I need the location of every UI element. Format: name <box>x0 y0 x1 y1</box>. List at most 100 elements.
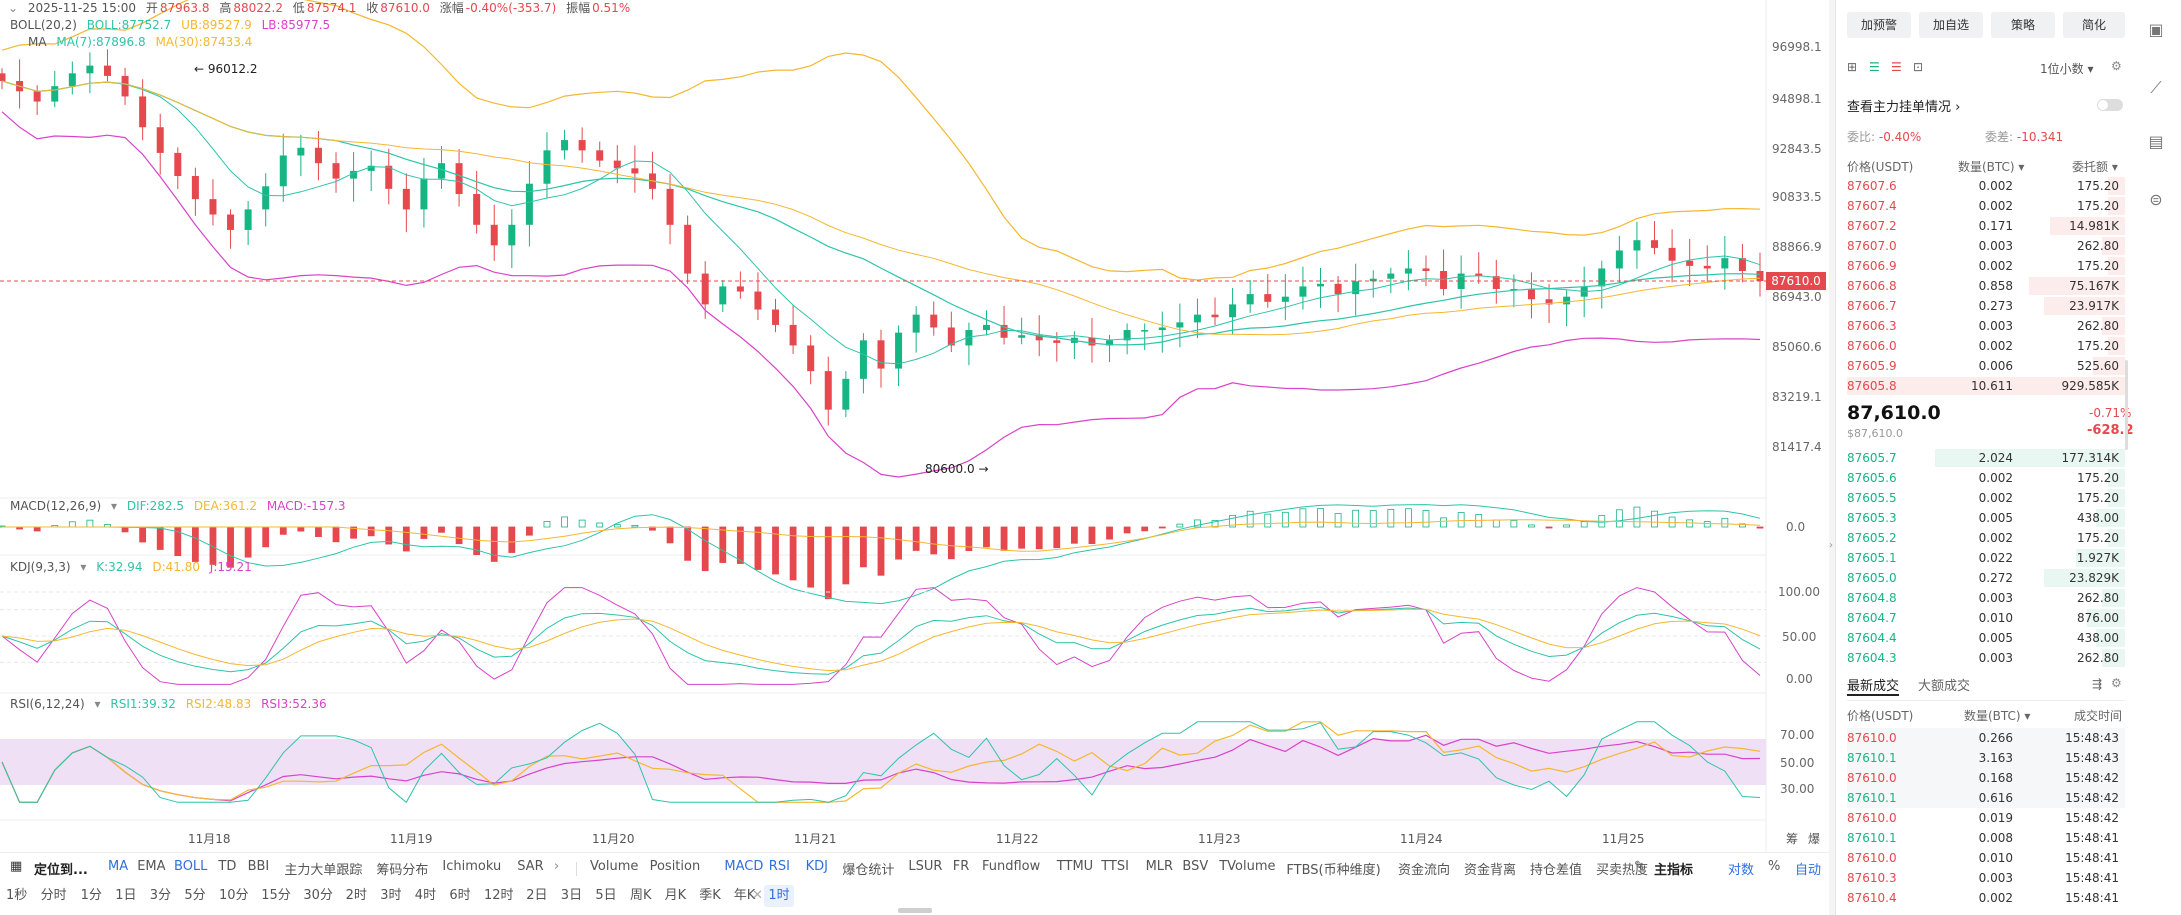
sub-indicator-7[interactable]: FR <box>952 859 970 874</box>
interval-20[interactable]: 年K <box>733 888 756 903</box>
locate-button[interactable]: 定位到... <box>34 863 88 878</box>
layout-both-icon[interactable]: ⊞ <box>1847 60 1858 74</box>
calendar-icon[interactable]: ▦ <box>10 859 23 874</box>
auto-button[interactable]: 自动 <box>1795 863 1822 878</box>
percent-button[interactable]: % <box>1768 859 1781 874</box>
chevron-right-icon[interactable]: › <box>554 859 560 874</box>
bids-row[interactable]: 87605.5 0.002 175.20 <box>1847 488 2125 508</box>
bids-row[interactable]: 87605.6 0.002 175.20 <box>1847 468 2125 488</box>
macd-legend[interactable]: MACD(12,26,9) ▾ DIF:282.5 DEA:361.2 MACD… <box>10 498 352 514</box>
interval-0[interactable]: 1秒 <box>6 888 28 903</box>
main-orders-link[interactable]: 查看主力挂单情况 › <box>1847 100 1961 115</box>
interval-21[interactable]: 1时 <box>764 885 794 907</box>
main-orders-toggle[interactable] <box>2097 99 2123 111</box>
interval-1[interactable]: 分时 <box>40 888 67 903</box>
add-watchlist-button[interactable]: 加自选 <box>1919 12 1983 38</box>
bids-row[interactable]: 87604.4 0.005 438.00 <box>1847 628 2125 648</box>
sub-indicator-6[interactable]: LSUR <box>908 859 943 874</box>
chart-scroll-handle[interactable] <box>898 908 932 913</box>
sub-indicator-15[interactable]: 资金流向 <box>1398 863 1451 878</box>
sub-indicator-12[interactable]: BSV <box>1182 859 1209 874</box>
layout-asks-icon[interactable]: ☰ <box>1891 60 1902 74</box>
sub-indicator-5[interactable]: 爆仓统计 <box>842 863 895 878</box>
asks-row[interactable]: 87607.6 0.002 175.20 <box>1847 176 2125 196</box>
calculator-icon[interactable]: ▣ <box>2148 20 2164 39</box>
sub-indicator-8[interactable]: Fundflow <box>982 859 1041 874</box>
indicator-5[interactable]: 主力大单跟踪 <box>284 863 363 878</box>
ma-legend[interactable]: MA MA(7):87896.8 MA(30):87433.4 <box>28 34 258 50</box>
chart-canvas[interactable] <box>0 0 1835 915</box>
sub-indicator-11[interactable]: MLR <box>1145 859 1174 874</box>
settings-icon[interactable]: ⚙ <box>2111 59 2122 73</box>
sub-indicator-16[interactable]: 资金背离 <box>1464 863 1517 878</box>
asks-row[interactable]: 87607.4 0.002 175.20 <box>1847 196 2125 216</box>
bar-chart-icon[interactable]: ▤ <box>2148 132 2164 151</box>
asks-row[interactable]: 87606.7 0.273 23.917K <box>1847 296 2125 316</box>
analysis-icon[interactable]: ⟋ <box>2150 78 2162 97</box>
bids-row[interactable]: 87605.2 0.002 175.20 <box>1847 528 2125 548</box>
interval-14[interactable]: 2日 <box>526 888 548 903</box>
interval-16[interactable]: 5日 <box>595 888 617 903</box>
bids-row[interactable]: 87604.8 0.003 262.80 <box>1847 588 2125 608</box>
asks-row[interactable]: 87606.3 0.003 262.80 <box>1847 316 2125 336</box>
bids-row[interactable]: 87604.3 0.003 262.80 <box>1847 648 2125 668</box>
asks-row[interactable]: 87607.2 0.171 14.981K <box>1847 216 2125 236</box>
edit-icon[interactable]: ✎ <box>1634 859 1645 874</box>
interval-2[interactable]: 1分 <box>80 888 102 903</box>
sub-indicator-14[interactable]: FTBS(币种维度) <box>1286 863 1381 878</box>
interval-3[interactable]: 1日 <box>115 888 137 903</box>
add-alert-button[interactable]: 加预警 <box>1847 12 1911 38</box>
chevron-down-icon[interactable]: ⌄ <box>8 1 19 15</box>
boll-legend[interactable]: BOLL(20,2) BOLL:87752.7 UB:89527.9 LB:85… <box>10 17 336 33</box>
chip-dist-button[interactable]: 筹 <box>1786 832 1799 846</box>
asks-row[interactable]: 87606.0 0.002 175.20 <box>1847 336 2125 356</box>
interval-13[interactable]: 12时 <box>484 888 514 903</box>
chevron-down-icon[interactable]: ▾ <box>110 499 117 513</box>
chevron-right-icon[interactable]: › <box>1829 540 1833 551</box>
chevron-down-icon[interactable]: ▾ <box>80 560 87 574</box>
indicator-4[interactable]: BBI <box>247 859 270 874</box>
settings-icon[interactable]: ⚙ <box>2111 676 2122 690</box>
precision-select[interactable]: 1位小数 ▾ <box>2040 62 2094 76</box>
interval-4[interactable]: 3分 <box>149 888 172 903</box>
sub-indicator-10[interactable]: TTSI <box>1101 859 1129 874</box>
sub-indicator-3[interactable]: RSI <box>768 859 790 874</box>
sub-indicator-13[interactable]: TVolume <box>1219 859 1276 874</box>
sub-indicator-0[interactable]: Volume <box>590 859 639 874</box>
liquidation-button[interactable]: 爆 <box>1808 832 1821 846</box>
indicator-8[interactable]: SAR <box>517 859 544 874</box>
interval-15[interactable]: 3日 <box>560 888 583 903</box>
interval-18[interactable]: 月K <box>664 888 687 903</box>
interval-8[interactable]: 30分 <box>303 888 333 903</box>
interval-11[interactable]: 4时 <box>414 888 437 903</box>
interval-10[interactable]: 3时 <box>380 888 402 903</box>
interval-9[interactable]: 2时 <box>345 888 367 903</box>
interval-17[interactable]: 周K <box>630 888 652 903</box>
bids-row[interactable]: 87605.7 2.024 177.314K <box>1847 448 2125 468</box>
interval-12[interactable]: 6时 <box>449 888 471 903</box>
interval-7[interactable]: 15分 <box>261 888 291 903</box>
asks-row[interactable]: 87605.9 0.006 525.60 <box>1847 356 2125 376</box>
interval-6[interactable]: 10分 <box>219 888 249 903</box>
indicator-7[interactable]: Ichimoku <box>442 859 502 874</box>
chevron-right-icon[interactable]: › <box>1604 859 1610 874</box>
sub-indicator-1[interactable]: Position <box>649 859 701 874</box>
interval-5[interactable]: 5分 <box>184 888 206 903</box>
tab-latest-trades[interactable]: 最新成交 <box>1847 679 1900 694</box>
interval-19[interactable]: 季K <box>699 888 721 903</box>
tr-header-qty[interactable]: 数量(BTC) ▾ <box>1964 709 2031 723</box>
sub-indicator-2[interactable]: MACD <box>724 859 764 874</box>
main-indicator-button[interactable]: 主指标 <box>1654 863 1694 878</box>
rsi-legend[interactable]: RSI(6,12,24) ▾ RSI1:39.32 RSI2:48.83 RSI… <box>10 696 333 712</box>
panel-resizer[interactable] <box>1829 0 1835 915</box>
filter-icon[interactable]: ⇶ <box>2092 677 2103 691</box>
exchange-icon[interactable]: ⊜ <box>2149 190 2163 209</box>
indicator-2[interactable]: BOLL <box>174 859 208 874</box>
sub-indicator-18[interactable]: 买卖热度 <box>1596 863 1649 878</box>
log-scale-button[interactable]: 对数 <box>1728 863 1755 878</box>
asks-row[interactable]: 87607.0 0.003 262.80 <box>1847 236 2125 256</box>
bids-row[interactable]: 87605.0 0.272 23.829K <box>1847 568 2125 588</box>
asks-row[interactable]: 87606.9 0.002 175.20 <box>1847 256 2125 276</box>
indicator-3[interactable]: TD <box>218 859 237 874</box>
layout-bids-icon[interactable]: ☰ <box>1869 60 1880 74</box>
